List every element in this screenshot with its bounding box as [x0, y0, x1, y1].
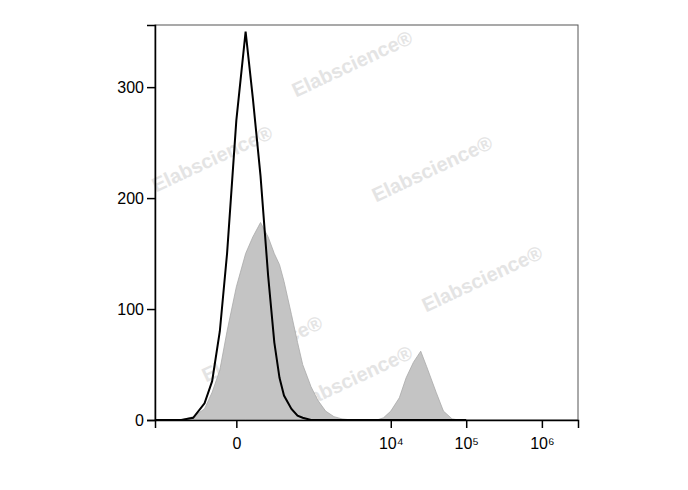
- y-tick: 0: [135, 412, 155, 429]
- watermark: Elabscience®: [418, 241, 546, 316]
- y-tick: 100: [117, 301, 155, 318]
- x-axis: 0 10⁴ 10⁵ 10⁶: [156, 420, 579, 452]
- watermark: Elabscience®: [368, 131, 496, 206]
- y-tick-mark: [147, 198, 155, 200]
- chart: Elabscience®Elabscience®Elabscience®Elab…: [0, 0, 688, 490]
- x-tick: 10⁴: [379, 420, 404, 452]
- x-tick-label: 10⁶: [530, 435, 554, 452]
- x-tick-label: 10⁴: [379, 435, 404, 452]
- plot: Elabscience®Elabscience®Elabscience®Elab…: [117, 25, 578, 452]
- y-tick-mark: [147, 420, 155, 422]
- x-tick-mark: [236, 420, 238, 428]
- y-axis: 0 100 200 300: [117, 26, 155, 429]
- y-axis-line: [147, 26, 156, 421]
- x-tick-mark: [542, 420, 544, 428]
- y-tick-label: 200: [117, 190, 144, 207]
- y-tick-label: 100: [117, 301, 144, 318]
- y-tick-label: 300: [117, 79, 144, 96]
- x-tick-mark: [466, 420, 468, 428]
- x-tick: 0: [232, 420, 241, 452]
- x-tick: 10⁵: [454, 420, 478, 452]
- y-tick-label: 0: [135, 412, 144, 429]
- x-tick-mark: [391, 420, 393, 428]
- data-layer: [155, 32, 466, 420]
- x-tick-label: 0: [232, 435, 241, 452]
- y-tick: 300: [117, 79, 155, 96]
- histogram-area: [155, 223, 466, 421]
- y-tick: 200: [117, 190, 155, 207]
- plot-frame: [155, 25, 578, 420]
- watermark: Elabscience®: [288, 26, 416, 101]
- histogram-line: [155, 32, 466, 420]
- y-tick-mark: [147, 87, 155, 89]
- y-tick-mark: [147, 309, 155, 311]
- x-tick-label: 10⁵: [454, 435, 478, 452]
- x-tick: 10⁶: [530, 420, 554, 452]
- x-axis-line: [156, 421, 579, 429]
